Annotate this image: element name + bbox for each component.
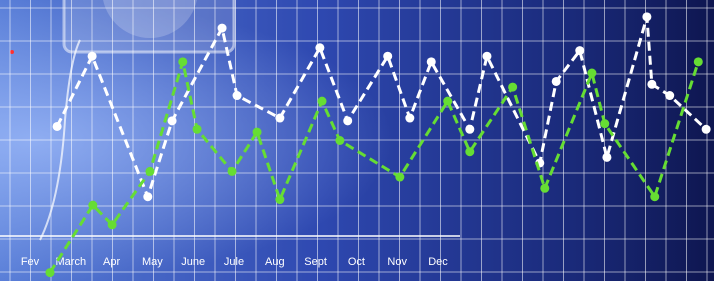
data-point [383, 52, 392, 61]
data-point [88, 52, 97, 61]
decor-dot [10, 50, 14, 54]
data-point [405, 114, 414, 123]
data-point [694, 57, 703, 66]
data-point [335, 136, 344, 145]
chart: FevMarchAprMayJuneJuleAugSeptOctNovDec [0, 0, 714, 281]
data-point [343, 116, 352, 125]
data-point [145, 167, 154, 176]
data-point [600, 119, 609, 128]
data-point [642, 12, 651, 21]
data-point [88, 201, 97, 210]
data-point [253, 128, 262, 137]
data-point [275, 195, 284, 204]
data-point [53, 122, 62, 131]
data-point [647, 80, 656, 89]
data-point [540, 184, 549, 193]
data-point [465, 125, 474, 134]
data-point [193, 125, 202, 134]
data-point [318, 97, 327, 106]
data-point [575, 46, 584, 55]
page: {"chart_data": {"type": "line", "categor… [0, 0, 714, 281]
x-tick-label: Jule [224, 256, 244, 268]
data-point [228, 167, 237, 176]
data-point [315, 43, 324, 52]
data-point [587, 69, 596, 78]
data-point [395, 173, 404, 182]
x-tick-label: Oct [348, 256, 365, 268]
data-point [108, 220, 117, 229]
data-point [427, 57, 436, 66]
data-point [702, 125, 711, 134]
data-point [143, 192, 152, 201]
x-tick-label: May [142, 256, 163, 268]
data-point [443, 97, 452, 106]
data-point [482, 52, 491, 61]
data-point [233, 91, 242, 100]
data-point [218, 24, 227, 33]
x-tick-label: Aug [265, 256, 285, 268]
data-point [465, 147, 474, 156]
data-point [275, 114, 284, 123]
data-point [178, 57, 187, 66]
data-point [602, 153, 611, 162]
data-point [552, 77, 561, 86]
data-point [168, 116, 177, 125]
data-point [45, 268, 54, 277]
x-tick-label: Nov [387, 256, 407, 268]
data-point [650, 192, 659, 201]
data-point [665, 91, 674, 100]
data-point [508, 83, 517, 92]
x-tick-label: June [181, 256, 205, 268]
x-tick-label: Dec [428, 256, 448, 268]
x-tick-label: Sept [304, 256, 327, 268]
x-tick-label: Fev [21, 256, 40, 268]
x-tick-label: Apr [103, 256, 120, 268]
